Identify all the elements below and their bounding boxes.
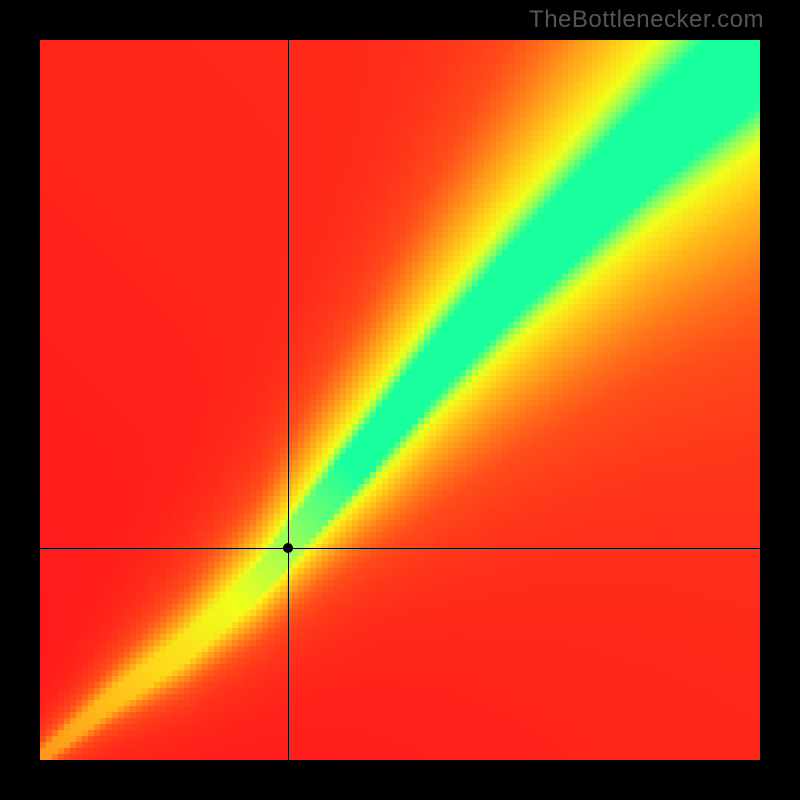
plot-area: [40, 40, 760, 760]
crosshair-vertical: [288, 40, 289, 760]
chart-frame: TheBottlenecker.com: [0, 0, 800, 800]
crosshair-horizontal: [40, 548, 760, 549]
crosshair-marker: [283, 543, 293, 553]
heatmap-canvas: [40, 40, 760, 760]
watermark-text: TheBottlenecker.com: [529, 6, 764, 34]
